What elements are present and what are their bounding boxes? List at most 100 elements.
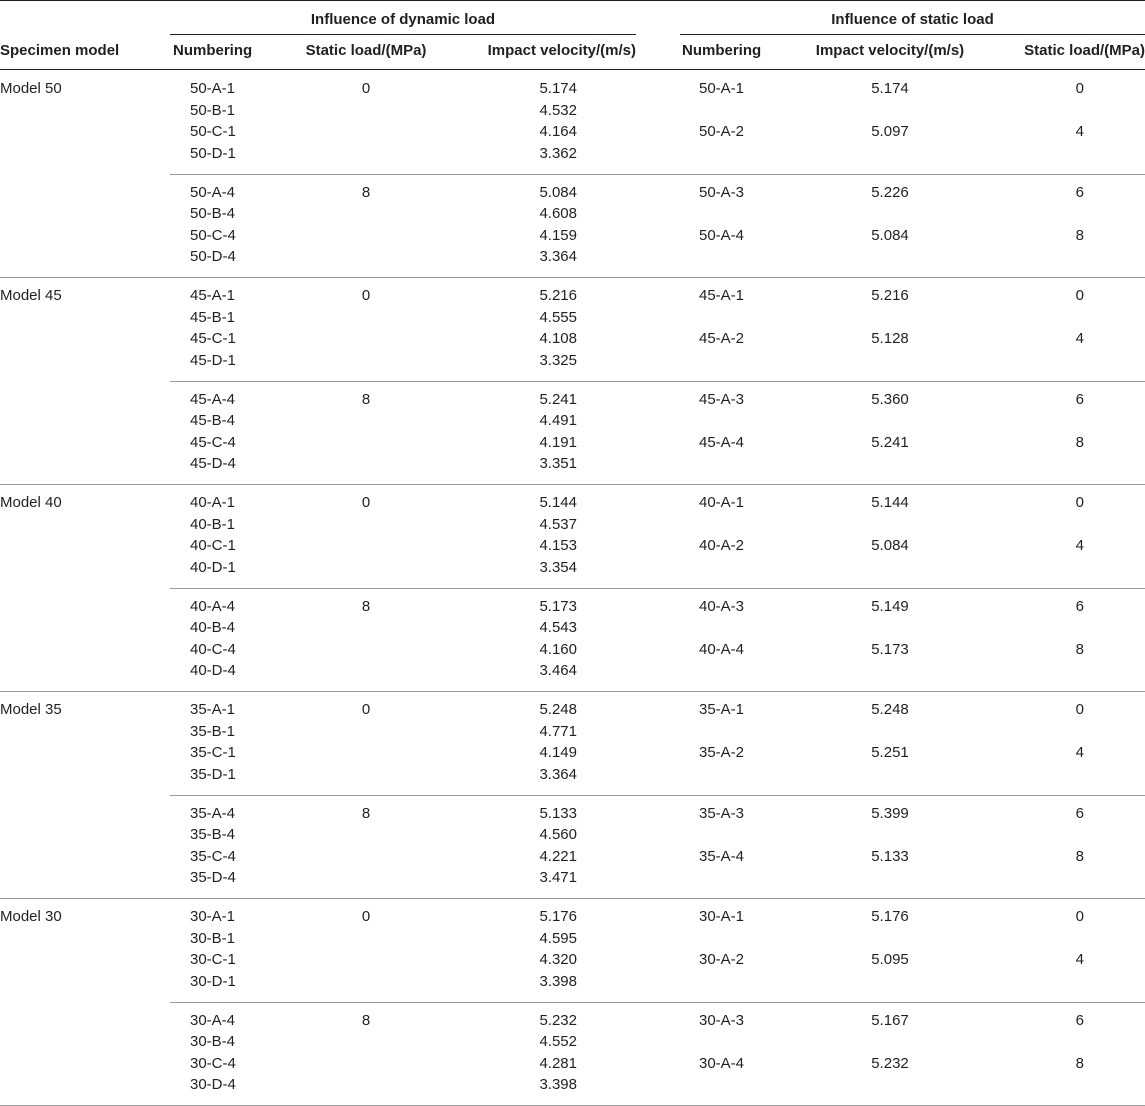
- dyn-static-load-cell: 0: [361, 287, 371, 304]
- dyn-numbering-cell: 50-D-4: [190, 248, 236, 265]
- sta-impact-velocity-cell: 5.097: [871, 123, 909, 140]
- sta-numbering-cell: 45-A-1: [699, 287, 745, 304]
- sta-impact-velocity-cell: 5.399: [871, 804, 909, 822]
- sta-impact-velocity-cell: 5.174: [871, 80, 909, 97]
- sta-impact-velocity-cell: 5.241: [871, 433, 909, 451]
- dyn-impact-velocity-cell: 4.281: [539, 1054, 577, 1072]
- group-divider: [170, 587, 1145, 589]
- sta-impact-velocity-cell: 5.173: [871, 640, 909, 658]
- sta-static-load-cell: 0: [1075, 80, 1084, 97]
- sta-numbering-cell: 30-A-2: [699, 951, 745, 968]
- dyn-impact-velocity-cell: 3.471: [539, 869, 577, 886]
- dyn-numbering-cell: 50-B-4: [190, 205, 236, 222]
- sta-static-load-cell: 8: [1075, 226, 1084, 244]
- dyn-numbering-cell: 30-C-1: [190, 951, 236, 968]
- dyn-static-load-cell: 0: [361, 494, 371, 511]
- dyn-impact-velocity-cell: 3.325: [539, 351, 577, 369]
- dyn-impact-velocity-cell: 5.216: [539, 287, 577, 304]
- specimen-model-name: Model 40: [0, 494, 62, 511]
- dyn-numbering-cell: 40-B-1: [190, 515, 236, 533]
- sta-impact-velocity-cell: 5.149: [871, 597, 909, 615]
- sta-impact-velocity-cell: 5.216: [871, 287, 909, 304]
- sta-numbering-cell: 50-A-1: [699, 80, 745, 97]
- dyn-numbering-cell: 50-B-1: [190, 101, 236, 119]
- col-header-dyn-numbering: Numbering: [173, 42, 253, 59]
- sta-numbering-cell: 35-A-1: [699, 701, 745, 718]
- sta-impact-velocity-cell: 5.084: [871, 226, 909, 244]
- dyn-numbering-cell: 30-C-4: [190, 1054, 236, 1072]
- dyn-numbering-cell: 40-C-1: [190, 537, 236, 554]
- dyn-static-load-cell: 8: [361, 597, 371, 615]
- dyn-impact-velocity-cell: 4.149: [539, 744, 577, 761]
- dyn-impact-velocity-cell: 3.364: [539, 248, 577, 265]
- group-header-static: Influence of static load: [831, 11, 994, 28]
- dyn-impact-velocity-cell: 4.560: [539, 826, 577, 843]
- sta-numbering-cell: 35-A-4: [699, 847, 745, 865]
- dyn-numbering-cell: 40-D-1: [190, 558, 236, 576]
- dyn-impact-velocity-cell: 4.221: [539, 847, 577, 865]
- group-divider: [170, 173, 1145, 175]
- specimen-model-name: Model 30: [0, 908, 62, 925]
- dyn-impact-velocity-cell: 5.133: [539, 804, 577, 822]
- dyn-impact-velocity-cell: 3.398: [539, 972, 577, 990]
- group-divider: [170, 1001, 1145, 1003]
- dyn-impact-velocity-cell: 4.608: [539, 205, 577, 222]
- dyn-impact-velocity-cell: 3.354: [539, 558, 577, 576]
- table-top-rule: [0, 0, 1145, 1]
- dyn-numbering-cell: 35-A-4: [190, 804, 236, 822]
- model-divider: [0, 484, 1145, 485]
- model-divider: [0, 277, 1145, 278]
- sta-impact-velocity-cell: 5.144: [871, 494, 909, 511]
- sta-static-load-cell: 6: [1075, 183, 1084, 201]
- dyn-impact-velocity-cell: 4.191: [539, 433, 577, 451]
- dyn-numbering-cell: 35-D-4: [190, 869, 236, 886]
- sta-impact-velocity-cell: 5.095: [871, 951, 909, 968]
- sta-numbering-cell: 50-A-4: [699, 226, 745, 244]
- sta-impact-velocity-cell: 5.133: [871, 847, 909, 865]
- sta-static-load-cell: 4: [1075, 744, 1084, 761]
- sta-numbering-cell: 40-A-2: [699, 537, 745, 554]
- sta-impact-velocity-cell: 5.251: [871, 744, 909, 761]
- sta-numbering-cell: 40-A-4: [699, 640, 745, 658]
- sta-numbering-cell: 40-A-3: [699, 597, 745, 615]
- dyn-impact-velocity-cell: 5.174: [539, 80, 577, 97]
- dyn-impact-velocity-cell: 4.320: [539, 951, 577, 968]
- sta-numbering-cell: 30-A-3: [699, 1011, 745, 1029]
- specimen-model-name: Model 35: [0, 701, 62, 718]
- dyn-numbering-cell: 50-D-1: [190, 144, 236, 162]
- col-header-specimen-model: Specimen model: [0, 42, 120, 59]
- dyn-numbering-cell: 40-D-4: [190, 662, 236, 679]
- dyn-numbering-cell: 45-A-4: [190, 390, 236, 408]
- dyn-impact-velocity-cell: 3.398: [539, 1076, 577, 1093]
- group-rule-static: [680, 34, 1145, 35]
- dyn-impact-velocity-cell: 3.351: [539, 455, 577, 472]
- sta-static-load-cell: 4: [1075, 330, 1084, 347]
- sta-static-load-cell: 8: [1075, 433, 1084, 451]
- col-header-sta-numbering: Numbering: [682, 42, 762, 59]
- sta-numbering-cell: 35-A-2: [699, 744, 745, 761]
- dyn-numbering-cell: 40-A-1: [190, 494, 236, 511]
- group-divider: [170, 380, 1145, 382]
- dyn-impact-velocity-cell: 3.464: [539, 662, 577, 679]
- dyn-static-load-cell: 8: [361, 1011, 371, 1029]
- sta-numbering-cell: 50-A-3: [699, 183, 745, 201]
- col-header-sta-static-load: Static load/(MPa): [1024, 42, 1145, 59]
- dyn-impact-velocity-cell: 5.232: [539, 1011, 577, 1029]
- sta-static-load-cell: 6: [1075, 390, 1084, 408]
- dyn-impact-velocity-cell: 4.552: [539, 1033, 577, 1050]
- dyn-static-load-cell: 8: [361, 390, 371, 408]
- sta-numbering-cell: 45-A-2: [699, 330, 745, 347]
- dyn-numbering-cell: 50-C-1: [190, 123, 236, 140]
- sta-static-load-cell: 8: [1075, 640, 1084, 658]
- dyn-impact-velocity-cell: 3.362: [539, 144, 577, 162]
- dyn-impact-velocity-cell: 4.153: [539, 537, 577, 554]
- dyn-impact-velocity-cell: 4.108: [539, 330, 577, 347]
- dyn-numbering-cell: 45-A-1: [190, 287, 236, 304]
- dyn-impact-velocity-cell: 5.084: [539, 183, 577, 201]
- sta-impact-velocity-cell: 5.128: [871, 330, 909, 347]
- sta-static-load-cell: 0: [1075, 908, 1084, 925]
- dyn-numbering-cell: 35-B-1: [190, 722, 236, 740]
- col-header-dyn-impact-velocity: Impact velocity/(m/s): [487, 42, 636, 59]
- dyn-numbering-cell: 50-A-1: [190, 80, 236, 97]
